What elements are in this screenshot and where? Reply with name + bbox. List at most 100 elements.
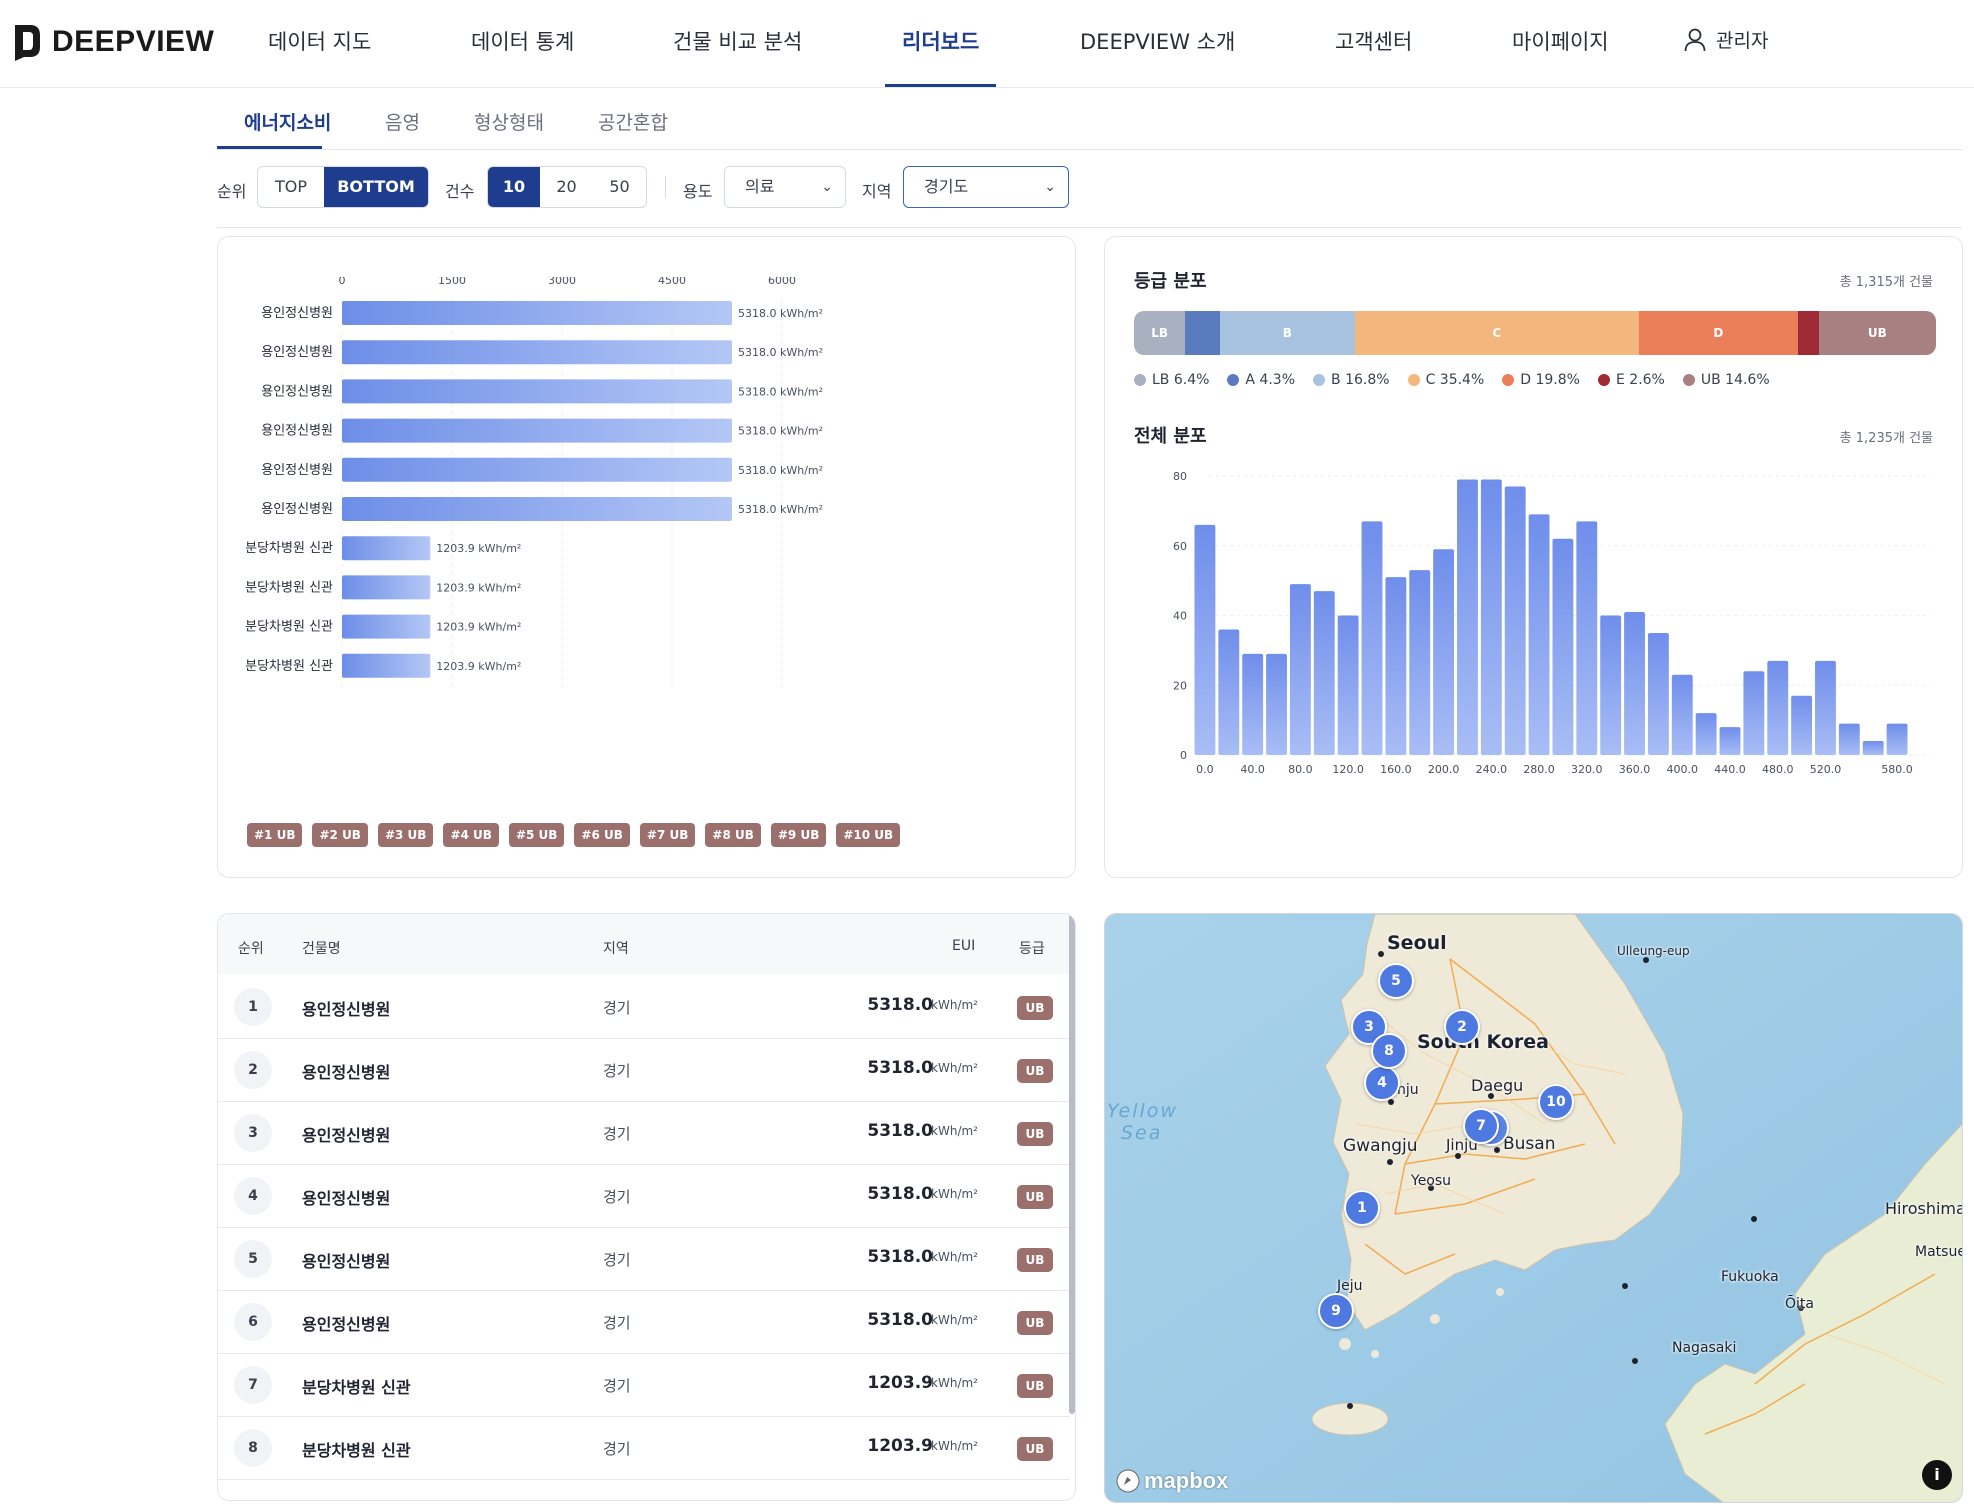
- grade-segment-a[interactable]: [1185, 311, 1220, 355]
- table-row[interactable]: 2 용인정신병원 경기 UB 5318.0 kWh/m²: [218, 1039, 1070, 1102]
- nav-leaderboard[interactable]: 리더보드: [902, 30, 980, 54]
- eui-bar[interactable]: [342, 536, 431, 561]
- count-20-option[interactable]: 20: [556, 177, 577, 196]
- eui-bar[interactable]: [342, 457, 732, 482]
- map-pin-10[interactable]: 10: [1538, 1084, 1574, 1120]
- histogram-bar[interactable]: [1337, 615, 1359, 756]
- histogram-bar[interactable]: [1791, 695, 1813, 755]
- histogram-bar[interactable]: [1647, 632, 1669, 755]
- histogram-bar[interactable]: [1767, 660, 1789, 755]
- tab-energy[interactable]: 에너지소비: [244, 112, 332, 134]
- nav-customer-center[interactable]: 고객센터: [1335, 30, 1413, 54]
- grade-segment-ub[interactable]: UB: [1818, 311, 1936, 355]
- table-row[interactable]: 8 분당차병원 신관 경기 UB 1203.9 kWh/m²: [218, 1417, 1070, 1480]
- histogram-bar[interactable]: [1719, 727, 1741, 755]
- histogram-bar[interactable]: [1289, 584, 1311, 755]
- overall-distribution-title: 전체 분포: [1134, 426, 1207, 447]
- histogram-bar[interactable]: [1600, 615, 1622, 756]
- eui-bar[interactable]: [342, 575, 431, 600]
- histogram-bar[interactable]: [1480, 479, 1502, 755]
- map-pin-2[interactable]: 2: [1444, 1009, 1480, 1045]
- grade-segment-lb[interactable]: LB: [1134, 311, 1186, 355]
- info-icon[interactable]: i: [1922, 1460, 1952, 1490]
- table-row[interactable]: 1 용인정신병원 경기 UB 5318.0 kWh/m²: [218, 976, 1070, 1039]
- table-row[interactable]: 6 용인정신병원 경기 UB 5318.0 kWh/m²: [218, 1291, 1070, 1354]
- histogram-bar[interactable]: [1242, 653, 1264, 755]
- nav-about[interactable]: DEEPVIEW 소개: [1080, 30, 1236, 54]
- histogram-bar[interactable]: [1433, 549, 1455, 755]
- eui-bar[interactable]: [342, 340, 732, 365]
- th-region: 지역: [603, 941, 629, 957]
- map-card[interactable]: Seoul Ulleung-eup South Korea Daegu nju …: [1104, 913, 1963, 1503]
- histogram-bar[interactable]: [1743, 671, 1765, 755]
- grade-segment-b[interactable]: B: [1219, 311, 1355, 355]
- grade-segment-e[interactable]: [1797, 311, 1819, 355]
- map-pin-7[interactable]: 7: [1463, 1108, 1499, 1144]
- overall-distribution-total: 총 1,235개 건물: [1839, 431, 1933, 446]
- map-pin-9[interactable]: 9: [1318, 1293, 1354, 1329]
- histogram-bar[interactable]: [1385, 577, 1407, 755]
- rank-top-option[interactable]: TOP: [274, 177, 307, 196]
- nav-data-map[interactable]: 데이터 지도: [268, 30, 372, 54]
- histogram-bar[interactable]: [1862, 741, 1884, 755]
- use-select[interactable]: 의료 ⌄: [724, 166, 846, 208]
- grade-segment-c[interactable]: C: [1354, 311, 1639, 355]
- histogram-bar[interactable]: [1457, 479, 1478, 755]
- table-row[interactable]: 5 용인정신병원 경기 UB 5318.0 kWh/m²: [218, 1228, 1070, 1291]
- map-pin-5[interactable]: 5: [1378, 963, 1414, 999]
- mapbox-logo[interactable]: mapbox: [1115, 1468, 1228, 1494]
- rank-bottom-option[interactable]: BOTTOM: [324, 167, 428, 207]
- count-50-option[interactable]: 50: [609, 177, 630, 196]
- map-pin-8[interactable]: 8: [1371, 1033, 1407, 1069]
- histogram-bar[interactable]: [1624, 612, 1645, 755]
- tab-shade[interactable]: 음영: [385, 112, 420, 134]
- table-row[interactable]: 4 용인정신병원 경기 UB 5318.0 kWh/m²: [218, 1165, 1070, 1228]
- histogram-bar[interactable]: [1815, 660, 1836, 755]
- eui-bar[interactable]: [342, 497, 732, 521]
- table-row[interactable]: 3 용인정신병원 경기 UB 5318.0 kWh/m²: [218, 1102, 1070, 1165]
- category-label: 용인정신병원: [261, 345, 333, 360]
- map-pin-4[interactable]: 4: [1364, 1065, 1400, 1101]
- histogram-bar[interactable]: [1266, 653, 1287, 755]
- region-select-value: 경기도: [924, 177, 969, 196]
- histogram-bar[interactable]: [1695, 713, 1717, 755]
- eui-bar[interactable]: [342, 418, 732, 443]
- histogram-bar[interactable]: [1838, 723, 1860, 755]
- histogram-bar[interactable]: [1218, 629, 1240, 755]
- eui-bar[interactable]: [342, 653, 431, 678]
- nav-building-compare[interactable]: 건물 비교 분석: [673, 30, 803, 54]
- table-scrollbar[interactable]: [1069, 914, 1075, 1414]
- x-tick-label: 480.0: [1762, 763, 1794, 776]
- histogram-bar[interactable]: [1886, 723, 1908, 755]
- histogram-bar[interactable]: [1313, 591, 1335, 755]
- histogram-bar[interactable]: [1194, 524, 1216, 755]
- tab-space-mix[interactable]: 공간혼합: [598, 112, 668, 134]
- grade-segment-d[interactable]: D: [1638, 311, 1798, 355]
- eui-bar[interactable]: [342, 614, 431, 639]
- map-pin-3[interactable]: 3: [1351, 1009, 1387, 1045]
- deepview-logo[interactable]: DEEPVIEW: [12, 20, 214, 64]
- legend-label: A 4.3%: [1245, 372, 1296, 388]
- user-menu[interactable]: 관리자: [1684, 26, 1768, 53]
- histogram-bar[interactable]: [1528, 514, 1550, 755]
- histogram-bar[interactable]: [1671, 674, 1693, 755]
- histogram-bar[interactable]: [1361, 521, 1383, 755]
- map-label-yeosu: Yeosu: [1411, 1173, 1452, 1189]
- histogram-bar[interactable]: [1409, 570, 1431, 755]
- tab-shape[interactable]: 형상형태: [474, 112, 544, 134]
- row-eui-value: 5318.0: [867, 1310, 933, 1330]
- nav-data-stats[interactable]: 데이터 통계: [471, 30, 575, 54]
- map-background[interactable]: [1105, 914, 1963, 1503]
- region-select[interactable]: 경기도 ⌄: [903, 166, 1069, 208]
- table-row[interactable]: 7 분당차병원 신관 경기 UB 1203.9 kWh/m²: [218, 1354, 1070, 1417]
- eui-bar[interactable]: [342, 301, 732, 325]
- histogram-bar[interactable]: [1504, 486, 1526, 755]
- map-pin-1[interactable]: 1: [1344, 1190, 1380, 1226]
- histogram-bar[interactable]: [1576, 521, 1598, 755]
- row-rank: 8: [234, 1429, 272, 1467]
- count-10-option[interactable]: 10: [488, 167, 540, 207]
- eui-bar[interactable]: [342, 379, 732, 404]
- row-eui-value: 5318.0: [867, 1184, 933, 1204]
- nav-mypage[interactable]: 마이페이지: [1512, 30, 1609, 54]
- histogram-bar[interactable]: [1552, 538, 1574, 755]
